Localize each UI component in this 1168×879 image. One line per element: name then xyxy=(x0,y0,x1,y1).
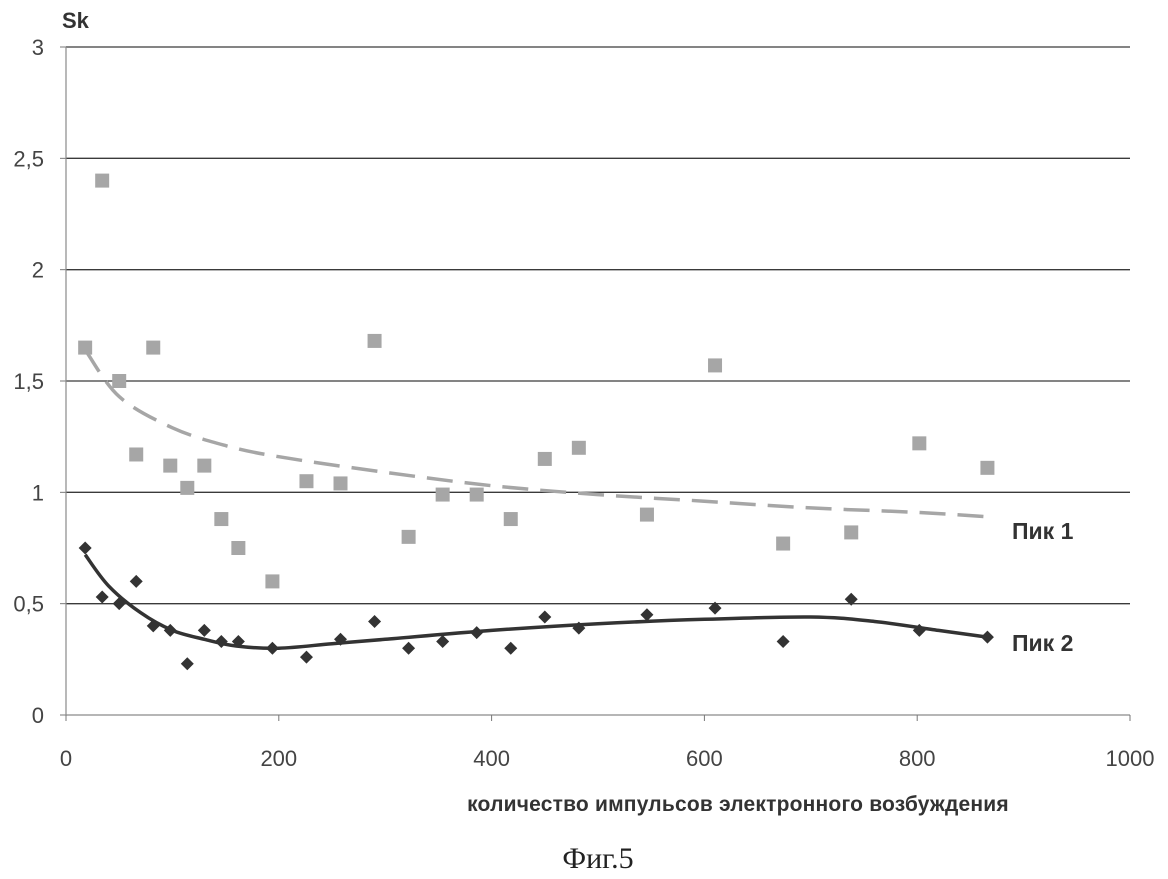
point-peak-1 xyxy=(95,174,109,188)
point-peak-2 xyxy=(96,590,109,603)
point-peak-1 xyxy=(163,459,177,473)
point-peak-2 xyxy=(504,642,517,655)
point-peak-1 xyxy=(146,341,160,355)
y-tick-label: 2,5 xyxy=(13,146,44,171)
point-peak-2 xyxy=(538,611,551,624)
x-tick-label: 600 xyxy=(686,746,723,771)
x-tick-label: 400 xyxy=(473,746,510,771)
x-tick-label: 0 xyxy=(60,746,72,771)
point-peak-1 xyxy=(214,512,228,526)
x-axis-label: количество импульсов электронного возбуж… xyxy=(467,793,1009,816)
point-peak-2 xyxy=(130,575,143,588)
point-peak-1 xyxy=(402,530,416,544)
y-tick-label: 3 xyxy=(32,35,44,60)
point-peak-1 xyxy=(180,481,194,495)
point-peak-2 xyxy=(79,542,92,555)
point-peak-1 xyxy=(470,488,484,502)
point-peak-2 xyxy=(198,624,211,637)
point-peak-2 xyxy=(300,651,313,664)
point-peak-1 xyxy=(368,334,382,348)
point-peak-2 xyxy=(436,635,449,648)
point-peak-1 xyxy=(504,512,518,526)
point-peak-1 xyxy=(538,452,552,466)
point-peak-1 xyxy=(299,474,313,488)
point-peak-2 xyxy=(181,657,194,670)
point-peak-1 xyxy=(776,537,790,551)
point-peak-1 xyxy=(640,508,654,522)
series-label-peak-2: Пик 2 xyxy=(1012,630,1073,656)
point-peak-1 xyxy=(980,461,994,475)
point-peak-2 xyxy=(266,642,279,655)
point-peak-2 xyxy=(777,635,790,648)
point-peak-1 xyxy=(129,447,143,461)
point-peak-1 xyxy=(912,436,926,450)
point-peak-1 xyxy=(572,441,586,455)
point-peak-1 xyxy=(265,574,279,588)
x-tick-label: 800 xyxy=(899,746,936,771)
point-peak-1 xyxy=(708,358,722,372)
point-peak-2 xyxy=(470,626,483,639)
y-tick-label: 0,5 xyxy=(13,592,44,617)
x-tick-label: 200 xyxy=(260,746,297,771)
axes xyxy=(60,47,1130,721)
point-peak-2 xyxy=(640,608,653,621)
point-peak-1 xyxy=(844,525,858,539)
point-peak-1 xyxy=(197,459,211,473)
y-tick-label: 2 xyxy=(32,258,44,283)
y-tick-label: 1 xyxy=(32,480,44,505)
point-peak-1 xyxy=(78,341,92,355)
point-peak-2 xyxy=(981,631,994,644)
y-tick-label: 0 xyxy=(32,703,44,728)
data-points xyxy=(78,174,994,671)
point-peak-1 xyxy=(231,541,245,555)
figure-caption: Фиг.5 xyxy=(562,842,633,874)
point-peak-2 xyxy=(402,642,415,655)
y-axis-label: Sk xyxy=(62,8,90,33)
series-label-peak-1: Пик 1 xyxy=(1012,518,1074,544)
point-peak-1 xyxy=(436,488,450,502)
point-peak-1 xyxy=(334,476,348,490)
y-tick-label: 1,5 xyxy=(13,369,44,394)
point-peak-2 xyxy=(368,615,381,628)
point-peak-1 xyxy=(112,374,126,388)
x-tick-label: 1000 xyxy=(1106,746,1155,771)
